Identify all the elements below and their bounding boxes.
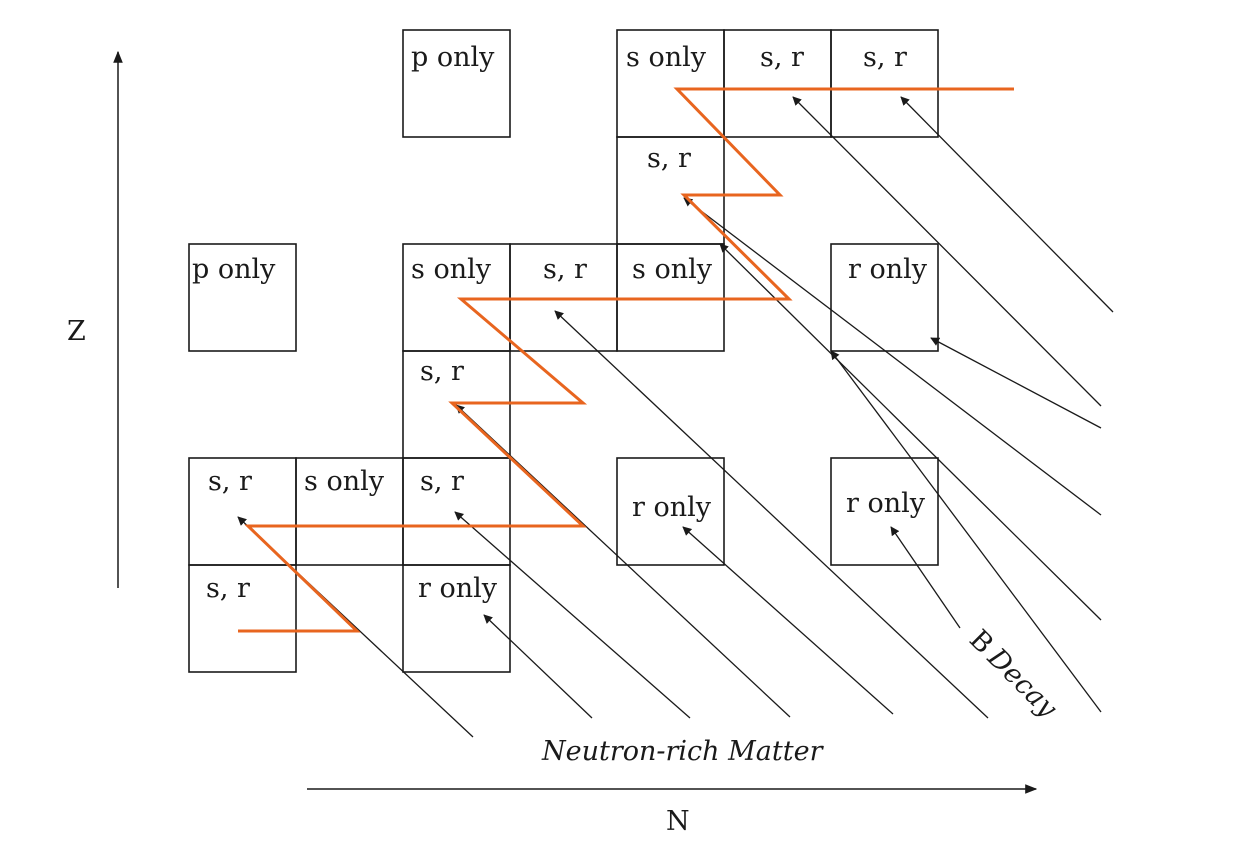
s-process-path — [238, 87, 1014, 633]
cell-label: s only — [626, 42, 707, 73]
cell-label: s only — [632, 254, 713, 285]
decay-arrow — [900, 96, 1114, 313]
decay-word: Decay — [981, 642, 1064, 725]
cell-label: s, r — [863, 42, 907, 73]
cell-label: s, r — [760, 42, 804, 73]
decay-arrow — [554, 310, 989, 719]
cell-label: r only — [846, 488, 926, 519]
cell-labels: p only s only s, r s, r s, r p only s on… — [192, 42, 928, 604]
cell-label: s, r — [208, 466, 252, 497]
cell-label: s, r — [420, 356, 464, 387]
cell-box — [402, 29, 511, 138]
decay-arrow — [454, 511, 691, 719]
cell-box — [402, 564, 511, 673]
decay-arrow — [719, 243, 1102, 621]
cell-label: p only — [411, 42, 495, 73]
cell-label: r only — [848, 254, 928, 285]
cell-label: s only — [304, 466, 385, 497]
neutron-rich-label: Neutron-rich Matter — [541, 736, 825, 767]
cell-label: r only — [418, 573, 498, 604]
z-axis-label: Z — [67, 316, 86, 347]
cell-box — [830, 29, 939, 138]
cell-box — [188, 243, 297, 352]
decay-arrow — [792, 96, 1102, 407]
cell-box — [830, 457, 939, 566]
decay-arrow — [682, 526, 894, 715]
cell-label: s, r — [206, 573, 250, 604]
cell-label: s, r — [647, 143, 691, 174]
cell-box — [616, 457, 725, 566]
cell-label: s only — [411, 254, 492, 285]
cell-label: p only — [192, 254, 276, 285]
cell-label: s, r — [420, 466, 464, 497]
cell-box — [188, 564, 297, 673]
decay-arrow — [683, 197, 1102, 516]
decay-arrow — [890, 526, 961, 629]
decay-arrow — [483, 614, 593, 719]
decay-arrow — [930, 337, 1102, 429]
n-axis-label: N — [666, 806, 690, 837]
cell-label: r only — [632, 492, 712, 523]
cell-label: s, r — [543, 254, 587, 285]
beta-decay-arrows — [237, 96, 1114, 738]
decay-arrow — [830, 350, 1102, 713]
